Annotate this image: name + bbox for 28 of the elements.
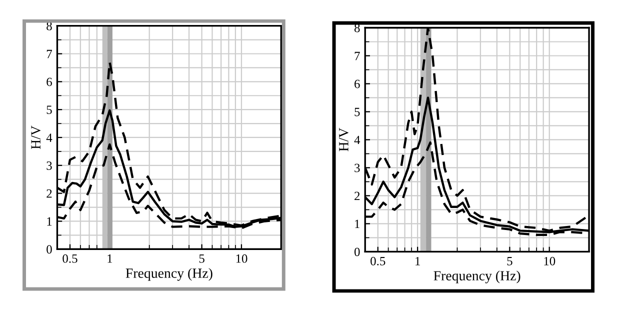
y-tick-label: 4 <box>354 136 360 144</box>
y-tick-label: 6 <box>354 80 360 88</box>
y-axis-title: H/V <box>339 128 348 152</box>
y-tick-label: 2 <box>46 189 52 198</box>
x-axis-title: Frequency (Hz) <box>434 270 520 284</box>
y-tick-label: 5 <box>354 108 360 116</box>
y-tick-label: 5 <box>46 106 52 114</box>
x-tick-label: 1 <box>108 254 112 263</box>
y-axis-title: H/V <box>31 126 41 150</box>
x-tick-label: 10 <box>544 256 556 266</box>
x-tick-label: 5 <box>507 257 512 266</box>
y-tick-label: 4 <box>46 134 52 142</box>
x-tick-label: 0.5 <box>62 254 78 263</box>
x-tick-label: 0.5 <box>370 256 386 266</box>
x-tick-label: 1 <box>416 256 420 266</box>
x-axis-title: Frequency (Hz) <box>126 268 212 281</box>
y-tick-label: 6 <box>46 78 52 86</box>
y-tick-label: 1 <box>47 217 52 226</box>
y-tick-label: 3 <box>354 164 360 172</box>
y-tick-label: 3 <box>46 161 52 170</box>
y-tick-label: 0 <box>46 245 52 254</box>
x-tick-label: 10 <box>236 254 248 263</box>
y-tick-label: 0 <box>354 248 360 256</box>
y-tick-label: 1 <box>355 220 360 228</box>
x-tick-label: 5 <box>199 254 204 263</box>
y-tick-label: 7 <box>46 50 52 58</box>
y-tick-label: 2 <box>354 192 360 200</box>
y-tick-label: 7 <box>354 52 360 60</box>
